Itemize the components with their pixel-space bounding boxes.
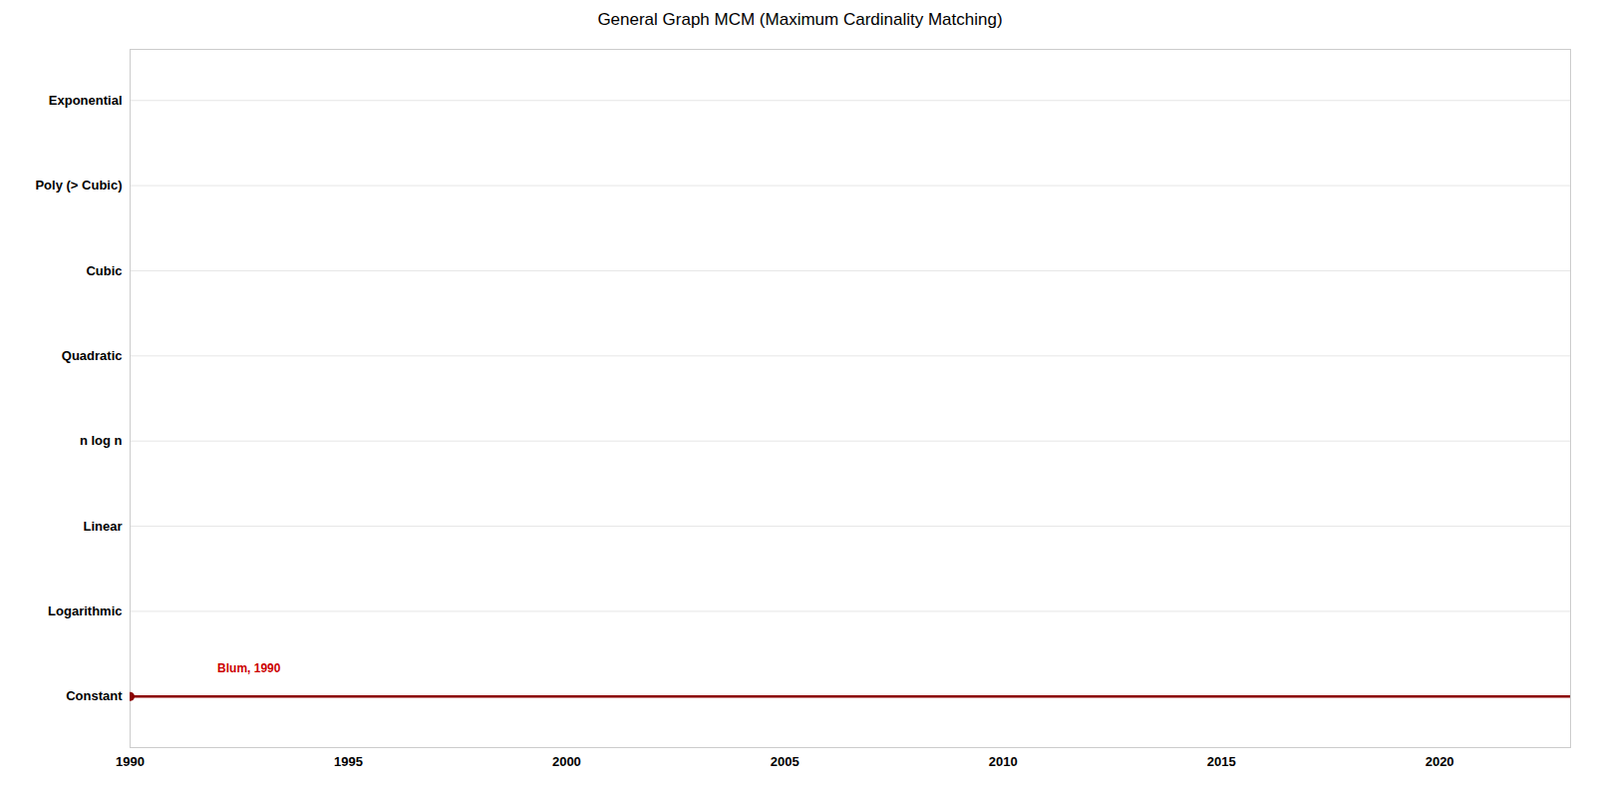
svg-text:Quadratic: Quadratic <box>61 347 123 363</box>
svg-text:2000: 2000 <box>552 753 582 769</box>
svg-text:n log n: n log n <box>79 432 123 448</box>
svg-text:Blum, 1990: Blum, 1990 <box>217 660 282 675</box>
svg-text:Exponential: Exponential <box>48 92 123 108</box>
svg-text:Cubic: Cubic <box>85 263 122 279</box>
svg-text:2010: 2010 <box>988 753 1018 769</box>
svg-text:2005: 2005 <box>770 753 800 769</box>
svg-text:Constant: Constant <box>65 687 123 703</box>
svg-text:2015: 2015 <box>1207 753 1237 769</box>
svg-text:1990: 1990 <box>115 753 145 769</box>
svg-text:1995: 1995 <box>333 753 363 769</box>
svg-text:2020: 2020 <box>1425 753 1455 769</box>
svg-text:Poly (> Cubic): Poly (> Cubic) <box>34 177 122 193</box>
svg-text:Linear: Linear <box>82 518 122 534</box>
html-text:General Graph MCM (Maximum Car: General Graph MCM (Maximum Cardinality M… <box>597 9 1003 29</box>
svg-text:Logarithmic: Logarithmic <box>47 603 122 619</box>
